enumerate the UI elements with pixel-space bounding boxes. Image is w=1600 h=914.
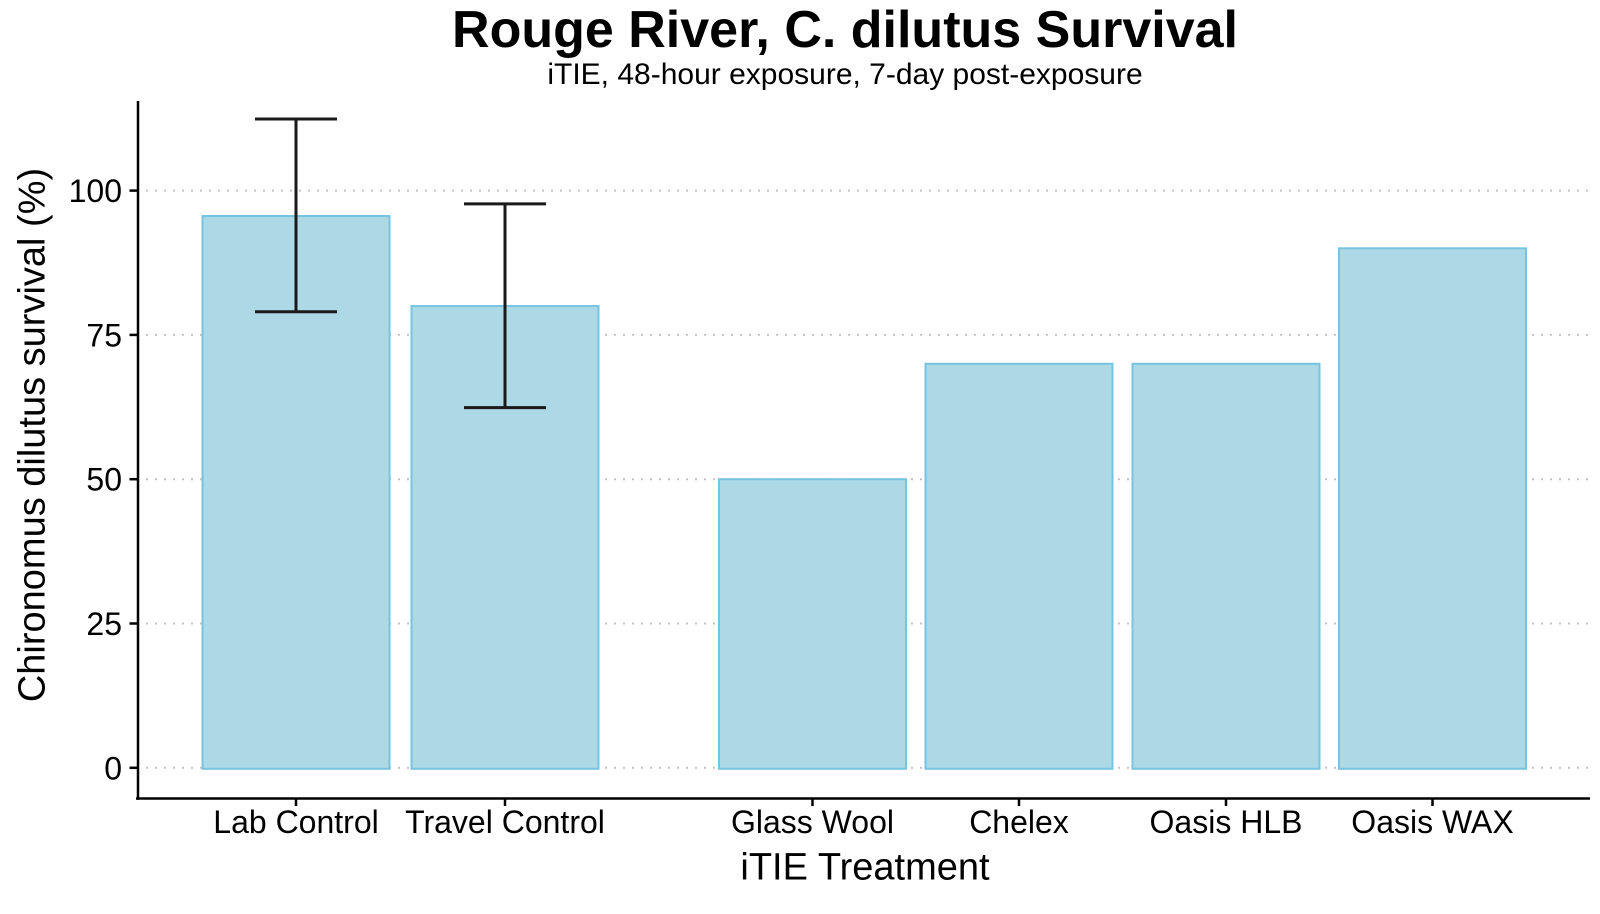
x-tick-label-travel-control: Travel Control bbox=[405, 804, 605, 840]
y-tick-label-100: 100 bbox=[69, 173, 122, 209]
x-axis-title: iTIE Treatment bbox=[740, 846, 990, 889]
bar-glass-wool bbox=[718, 478, 907, 770]
y-tick-label-75: 75 bbox=[86, 317, 122, 353]
x-tick-label-glass-wool: Glass Wool bbox=[731, 804, 894, 840]
bar-chelex bbox=[924, 362, 1114, 770]
y-tick-label-0: 0 bbox=[104, 750, 122, 786]
bar-oasis-hlb bbox=[1131, 362, 1321, 770]
x-tick-label-oasis-hlb: Oasis HLB bbox=[1150, 804, 1303, 840]
x-tick-label-oasis-wax: Oasis WAX bbox=[1351, 804, 1513, 840]
bar-oasis-wax bbox=[1338, 247, 1527, 770]
chart-title: Rouge River, C. dilutus Survival bbox=[452, 1, 1238, 59]
x-tick-label-lab-control: Lab Control bbox=[213, 804, 378, 840]
y-tick-label-50: 50 bbox=[86, 462, 122, 498]
y-tick-label-25: 25 bbox=[86, 606, 122, 642]
x-tick-label-chelex: Chelex bbox=[969, 804, 1069, 840]
chart-subtitle: iTIE, 48-hour exposure, 7-day post-expos… bbox=[547, 58, 1143, 91]
